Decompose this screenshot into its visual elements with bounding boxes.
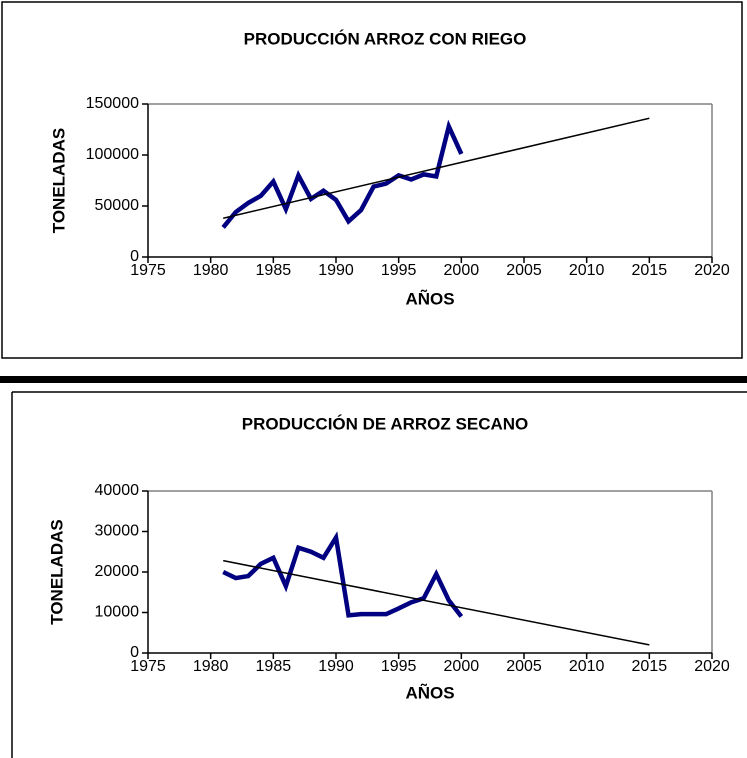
x-tick-label: 1975 <box>130 262 166 279</box>
trend-line <box>223 117 650 219</box>
x-tick-label: 1985 <box>256 262 292 279</box>
x-tick-label: 2015 <box>632 262 668 279</box>
x-tick-label: 1975 <box>130 658 166 675</box>
x-tick-label: 2005 <box>506 658 542 675</box>
x-tick-label: 2000 <box>444 658 480 675</box>
y-tick-label: 30000 <box>95 523 140 540</box>
y-tick-label: 0 <box>130 644 139 661</box>
y-tick-label: 100000 <box>86 146 139 163</box>
y-tick-label: 0 <box>130 248 139 265</box>
x-tick-label: 1990 <box>318 262 354 279</box>
x-axis-label: AÑOS <box>405 288 454 308</box>
trend-line <box>223 559 650 646</box>
x-tick-label: 2020 <box>694 658 730 675</box>
x-tick-label: 1980 <box>193 262 229 279</box>
data-line <box>222 531 464 618</box>
x-tick-label: 2020 <box>694 262 730 279</box>
data-line <box>221 119 464 229</box>
y-axis-label: TONELADAS <box>47 519 66 624</box>
x-tick-label: 1995 <box>381 658 417 675</box>
y-tick-label: 20000 <box>95 563 140 580</box>
x-tick-label: 1985 <box>256 658 292 675</box>
x-tick-label: 2015 <box>632 658 668 675</box>
y-tick-label: 50000 <box>95 197 140 214</box>
chart-title: PRODUCCIÓN ARROZ CON RIEGO <box>244 29 527 48</box>
y-axis-label: TONELADAS <box>49 128 68 233</box>
x-tick-label: 1980 <box>193 658 229 675</box>
x-tick-label: 2000 <box>444 262 480 279</box>
x-tick-label: 2010 <box>569 262 605 279</box>
y-tick-label: 150000 <box>86 95 139 112</box>
x-tick-label: 2010 <box>569 658 605 675</box>
x-tick-label: 1990 <box>318 658 354 675</box>
y-tick-label: 10000 <box>95 604 140 621</box>
y-tick-label: 40000 <box>95 482 140 499</box>
x-axis-label: AÑOS <box>405 682 454 702</box>
separator <box>0 376 747 383</box>
chart-title: PRODUCCIÓN DE ARROZ SECANO <box>242 414 529 433</box>
chart-frame <box>1 1 743 359</box>
x-tick-label: 1995 <box>381 262 417 279</box>
x-tick-label: 2005 <box>506 262 542 279</box>
